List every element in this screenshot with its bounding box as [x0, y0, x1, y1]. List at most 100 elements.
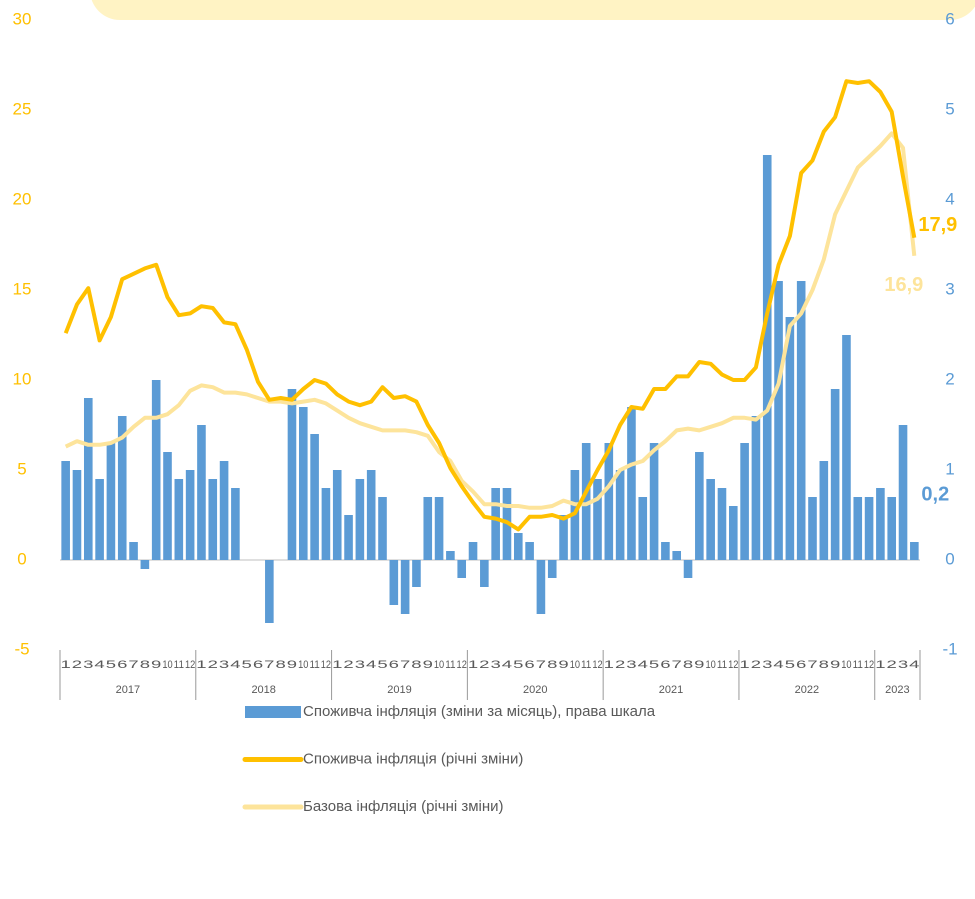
x-tick-label: 9 — [151, 659, 161, 671]
bar — [615, 470, 625, 560]
x-tick-label: 7 — [400, 659, 410, 671]
bar — [389, 560, 399, 605]
x-tick-label: 3 — [491, 659, 501, 671]
bar — [536, 560, 546, 614]
y2-tick-label: 2 — [945, 369, 954, 388]
bar — [355, 479, 365, 560]
value-label: 17,9 — [918, 214, 957, 236]
x-tick-label: 7 — [672, 659, 682, 671]
bar — [695, 452, 704, 560]
bar — [129, 542, 138, 560]
x-tick-label: 4 — [638, 659, 648, 671]
x-tick-label: 1 — [739, 659, 749, 671]
bar — [457, 560, 467, 578]
x-tick-label: 6 — [524, 659, 534, 671]
x-tick-label: 9 — [558, 659, 568, 671]
bar — [627, 407, 636, 560]
y-tick-label: 25 — [13, 99, 32, 118]
bar — [864, 497, 874, 560]
x-tick-label: 6 — [389, 659, 399, 671]
x-tick-label: 4 — [909, 659, 919, 671]
bar — [287, 389, 297, 560]
x-tick-label: 12 — [592, 659, 602, 671]
bar — [400, 560, 410, 614]
y2-tick-label: 6 — [945, 9, 954, 28]
x-tick-label: 8 — [819, 659, 829, 671]
x-tick-label: 5 — [106, 659, 116, 671]
x-tick-label: 6 — [253, 659, 263, 671]
bar — [672, 551, 682, 560]
x-tick-label: 1 — [468, 659, 478, 671]
bar — [547, 560, 557, 578]
bar — [887, 497, 897, 560]
x-tick-label: 2 — [751, 659, 761, 671]
y-tick-label: 5 — [17, 459, 26, 478]
y2-tick-label: 3 — [945, 279, 954, 298]
x-tick-label: 5 — [377, 659, 387, 671]
y-tick-label: 10 — [13, 369, 32, 388]
bar — [197, 425, 206, 560]
bar — [117, 416, 127, 560]
bar — [219, 461, 229, 560]
x-tick-label: 8 — [411, 659, 421, 671]
x-tick-label: 3 — [219, 659, 229, 671]
x-tick-label: 9 — [287, 659, 297, 671]
bar — [740, 443, 749, 560]
bar — [344, 515, 353, 560]
bar — [208, 479, 218, 560]
bar — [423, 497, 433, 560]
bar — [480, 560, 489, 587]
x-tick-label: 8 — [140, 659, 150, 671]
bar — [185, 470, 195, 560]
x-tick-label: 6 — [117, 659, 127, 671]
x-tick-label: 10 — [570, 659, 580, 671]
bar — [106, 443, 116, 560]
bar — [819, 461, 829, 560]
y2-tick-label: 1 — [945, 459, 954, 478]
x-tick-label: 1 — [61, 659, 71, 671]
x-tick-label: 11 — [717, 659, 727, 671]
x-tick-label: 6 — [796, 659, 806, 671]
value-label: 0,2 — [921, 483, 949, 505]
x-tick-label: 4 — [230, 659, 240, 671]
value-label: 16,9 — [884, 274, 923, 296]
bar — [446, 551, 455, 560]
x-tick-label: 3 — [355, 659, 365, 671]
bar — [151, 380, 161, 560]
bar — [638, 497, 648, 560]
bar — [265, 560, 274, 623]
y-tick-label: 30 — [13, 9, 32, 28]
x-tick-label: 9 — [830, 659, 840, 671]
bar — [468, 542, 478, 560]
bar — [785, 317, 795, 560]
x-tick-label: 11 — [174, 659, 184, 671]
x-tick-label: 12 — [185, 659, 195, 671]
x-tick-label: 9 — [694, 659, 704, 671]
year-label: 2020 — [523, 684, 547, 696]
bar — [796, 281, 806, 560]
x-tick-label: 11 — [853, 659, 863, 671]
x-tick-label: 5 — [513, 659, 523, 671]
x-tick-label: 7 — [536, 659, 546, 671]
x-tick-label: 10 — [706, 659, 716, 671]
x-tick-label: 8 — [547, 659, 557, 671]
bar — [661, 542, 670, 560]
bar — [830, 389, 840, 560]
x-tick-label: 12 — [864, 659, 874, 671]
x-tick-label: 2 — [208, 659, 218, 671]
bar — [525, 542, 534, 560]
bar — [774, 281, 783, 560]
y-tick-label: 0 — [17, 549, 26, 568]
x-tick-label: 3 — [83, 659, 93, 671]
year-label: 2019 — [387, 684, 411, 696]
bar — [72, 470, 82, 560]
x-tick-label: 6 — [660, 659, 670, 671]
x-tick-label: 9 — [423, 659, 433, 671]
y2-tick-label: 0 — [945, 549, 954, 568]
bar — [95, 479, 104, 560]
x-tick-label: 10 — [841, 659, 851, 671]
bar — [581, 443, 591, 560]
x-tick-label: 10 — [162, 659, 172, 671]
x-tick-label: 8 — [276, 659, 286, 671]
